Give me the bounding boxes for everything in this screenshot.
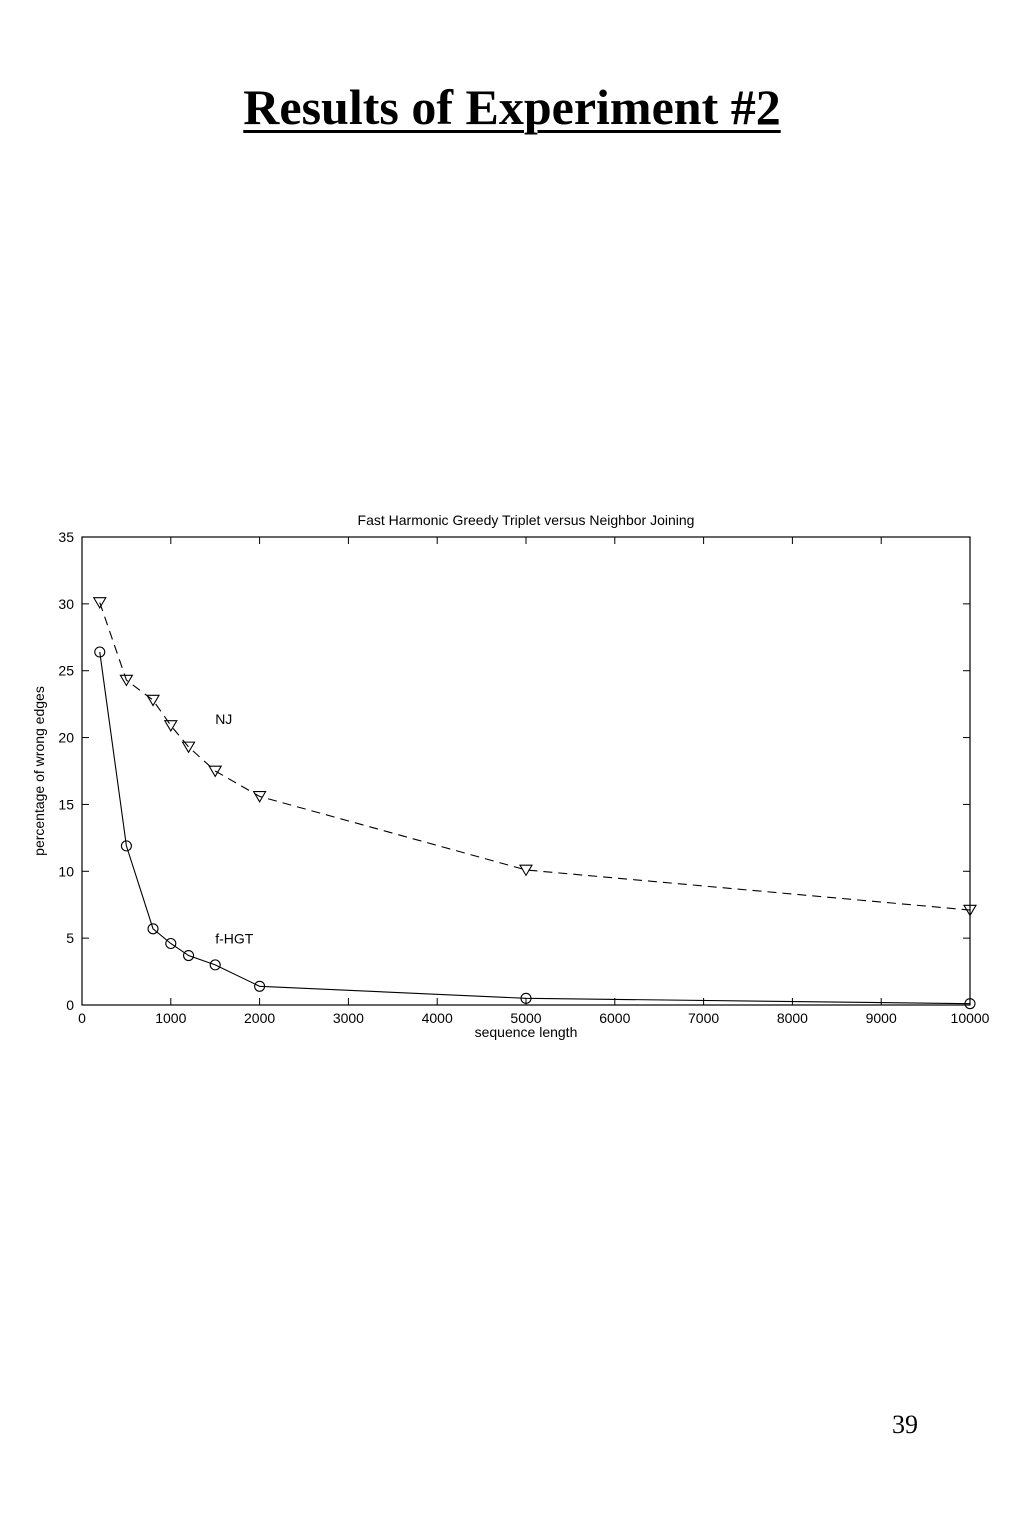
y-tick-label: 5 (66, 930, 74, 946)
data-point (119, 674, 134, 687)
y-tick-label: 10 (58, 863, 74, 879)
data-point (519, 864, 533, 877)
series-annotation: f-HGT (215, 930, 254, 946)
x-tick-label: 7000 (688, 1010, 719, 1026)
data-point (964, 998, 976, 1010)
data-point (92, 597, 107, 610)
x-tick-label: 8000 (777, 1010, 808, 1026)
x-axis-label: sequence length (475, 1024, 578, 1040)
chart-title: Fast Harmonic Greedy Triplet versus Neig… (358, 512, 695, 528)
series-line (99, 602, 971, 911)
series-nj (92, 597, 977, 917)
data-point (208, 765, 223, 778)
data-point (120, 840, 132, 852)
line-chart: Fast Harmonic Greedy Triplet versus Neig… (31, 512, 990, 1040)
x-tick-label: 0 (78, 1010, 86, 1026)
series-annotation: NJ (215, 711, 232, 727)
x-tick-label: 3000 (333, 1010, 364, 1026)
slide-title: Results of Experiment #2 (243, 79, 781, 135)
x-tick-label: 9000 (866, 1010, 897, 1026)
x-tick-label: 4000 (422, 1010, 453, 1026)
x-tick-label: 2000 (244, 1010, 275, 1026)
series-f-hgt (94, 646, 976, 1010)
data-point (163, 720, 178, 733)
y-tick-label: 0 (66, 997, 74, 1013)
data-point (147, 923, 159, 935)
y-tick-label: 15 (58, 796, 74, 812)
data-point (183, 949, 195, 962)
y-tick-label: 30 (58, 596, 74, 612)
data-point (209, 959, 221, 971)
y-tick-label: 25 (58, 663, 74, 679)
x-tick-label: 6000 (599, 1010, 630, 1026)
data-point (94, 646, 106, 658)
data-point (181, 741, 196, 754)
x-tick-label: 10000 (951, 1010, 990, 1026)
data-point (252, 791, 267, 803)
series-line (99, 651, 971, 1005)
y-tick-label: 20 (58, 730, 74, 746)
y-axis-label: percentage of wrong edges (31, 686, 47, 856)
annotation-layer: NJ f-HGT (215, 711, 254, 946)
page-number: 39 (892, 1410, 918, 1439)
x-tick-label: 1000 (155, 1010, 186, 1026)
data-point (520, 992, 532, 1004)
x-tick-label: 5000 (510, 1010, 541, 1026)
y-tick-label: 35 (58, 529, 74, 545)
series-layer (92, 597, 977, 1010)
data-point (254, 980, 266, 992)
data-point (146, 694, 161, 707)
data-point (165, 937, 177, 950)
axis-ticks: 0 1000 2000 3000 4000 5000 6000 7000 8000 9000 100… (58, 529, 989, 1026)
data-point (963, 904, 977, 917)
